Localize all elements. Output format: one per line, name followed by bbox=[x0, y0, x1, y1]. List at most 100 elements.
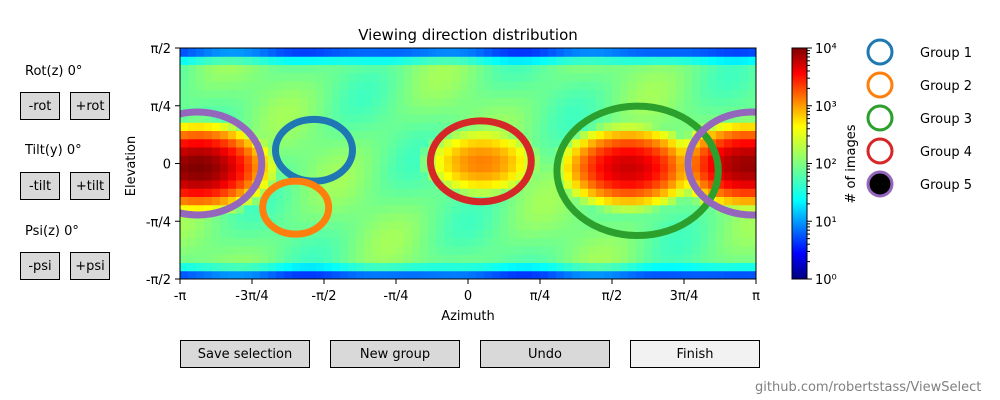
heatmap-cell bbox=[180, 270, 189, 279]
heatmap-cell bbox=[380, 64, 389, 74]
heatmap-cell bbox=[724, 122, 733, 131]
heatmap-cell bbox=[316, 97, 325, 107]
heatmap-cell bbox=[732, 188, 741, 197]
heatmap-cell bbox=[340, 180, 349, 189]
heatmap[interactable] bbox=[180, 48, 757, 280]
heatmap-cell bbox=[324, 105, 333, 115]
heatmap-cell bbox=[204, 72, 213, 82]
legend-label: Group 1 bbox=[920, 46, 972, 61]
heatmap-cell bbox=[572, 147, 581, 156]
heatmap-cell bbox=[516, 237, 525, 247]
finish-button[interactable]: Finish bbox=[630, 340, 760, 368]
heatmap-cell bbox=[180, 221, 189, 230]
psi-minus-button[interactable]: -psi bbox=[20, 252, 60, 280]
heatmap-cell bbox=[660, 180, 669, 189]
heatmap-cell bbox=[436, 97, 445, 107]
heatmap-cell bbox=[644, 48, 653, 57]
heatmap-cell bbox=[404, 89, 413, 98]
heatmap-cell bbox=[356, 89, 365, 98]
heatmap-cell bbox=[452, 196, 461, 206]
heatmap-cell bbox=[508, 254, 517, 263]
tilt-plus-button[interactable]: +tilt bbox=[70, 172, 110, 200]
credit-link[interactable]: github.com/robertstass/ViewSelect bbox=[755, 380, 982, 395]
heatmap-cell bbox=[404, 56, 413, 65]
heatmap-cell bbox=[324, 262, 333, 272]
heatmap-cell bbox=[188, 270, 197, 279]
heatmap-cell bbox=[436, 262, 445, 272]
heatmap-cell bbox=[660, 147, 669, 156]
heatmap-cell bbox=[644, 213, 653, 222]
heatmap-cell bbox=[516, 246, 525, 255]
rot-minus-button[interactable]: -rot bbox=[20, 92, 60, 120]
heatmap-cell bbox=[748, 48, 756, 57]
psi-plus-button[interactable]: +psi bbox=[70, 252, 110, 280]
heatmap-cell bbox=[404, 138, 413, 148]
heatmap-cell bbox=[276, 237, 285, 247]
heatmap-cell bbox=[228, 89, 237, 98]
heatmap-cell bbox=[564, 221, 573, 230]
heatmap-cell bbox=[412, 229, 421, 239]
heatmap-cell bbox=[700, 89, 709, 98]
heatmap-cell bbox=[180, 122, 189, 131]
heatmap-cell bbox=[508, 229, 517, 239]
heatmap-cell bbox=[260, 229, 269, 239]
heatmap-cell bbox=[508, 246, 517, 255]
heatmap-cell bbox=[436, 138, 445, 148]
heatmap-cell bbox=[748, 196, 756, 206]
heatmap-cell bbox=[676, 122, 685, 131]
heatmap-cell bbox=[660, 56, 669, 65]
heatmap-cell bbox=[748, 138, 756, 148]
heatmap-cell bbox=[604, 270, 613, 279]
heatmap-cell bbox=[596, 180, 605, 189]
heatmap-cell bbox=[332, 56, 341, 65]
heatmap-cell bbox=[684, 97, 693, 107]
save-selection-button[interactable]: Save selection bbox=[180, 340, 310, 368]
heatmap-cell bbox=[188, 97, 197, 107]
heatmap-cell bbox=[492, 72, 501, 82]
heatmap-cell bbox=[500, 138, 509, 148]
heatmap-cell bbox=[260, 64, 269, 74]
heatmap-cell bbox=[484, 221, 493, 230]
rot-plus-button[interactable]: +rot bbox=[70, 92, 110, 120]
heatmap-cell bbox=[236, 262, 245, 272]
heatmap-cell bbox=[396, 163, 405, 173]
heatmap-cell bbox=[644, 270, 653, 279]
heatmap-cell bbox=[684, 56, 693, 65]
heatmap-cell bbox=[316, 122, 325, 131]
heatmap-cell bbox=[644, 97, 653, 107]
new-group-button[interactable]: New group bbox=[330, 340, 460, 368]
heatmap-cell bbox=[716, 147, 725, 156]
heatmap-cell bbox=[364, 163, 373, 173]
heatmap-cell bbox=[644, 237, 653, 247]
colorbar-tick-label: 10⁰ bbox=[815, 273, 837, 288]
heatmap-cell bbox=[628, 188, 637, 197]
heatmap-cell bbox=[700, 72, 709, 82]
heatmap-cell bbox=[548, 89, 557, 98]
heatmap-cell bbox=[684, 270, 693, 279]
heatmap-cell bbox=[452, 204, 461, 214]
undo-button[interactable]: Undo bbox=[480, 340, 610, 368]
heatmap-cell bbox=[628, 196, 637, 206]
heatmap-cell bbox=[196, 114, 205, 123]
heatmap-cell bbox=[284, 246, 293, 255]
heatmap-cell bbox=[292, 147, 301, 156]
tilt-minus-button[interactable]: -tilt bbox=[20, 172, 60, 200]
heatmap-cell bbox=[188, 246, 197, 255]
heatmap-cell bbox=[372, 155, 381, 164]
heatmap-cell bbox=[436, 163, 445, 173]
heatmap-cell bbox=[460, 213, 469, 222]
heatmap-cell bbox=[628, 72, 637, 82]
heatmap-cell bbox=[364, 97, 373, 107]
heatmap-cell bbox=[380, 97, 389, 107]
heatmap-cell bbox=[588, 138, 597, 148]
heatmap-cell bbox=[692, 229, 701, 239]
heatmap-cell bbox=[564, 105, 573, 115]
heatmap-cell bbox=[348, 89, 357, 98]
heatmap-cell bbox=[356, 48, 365, 57]
heatmap-cell bbox=[396, 180, 405, 189]
heatmap-cell bbox=[684, 48, 693, 57]
heatmap-cell bbox=[364, 105, 373, 115]
heatmap-cell bbox=[612, 246, 621, 255]
heatmap-cell bbox=[332, 254, 341, 263]
